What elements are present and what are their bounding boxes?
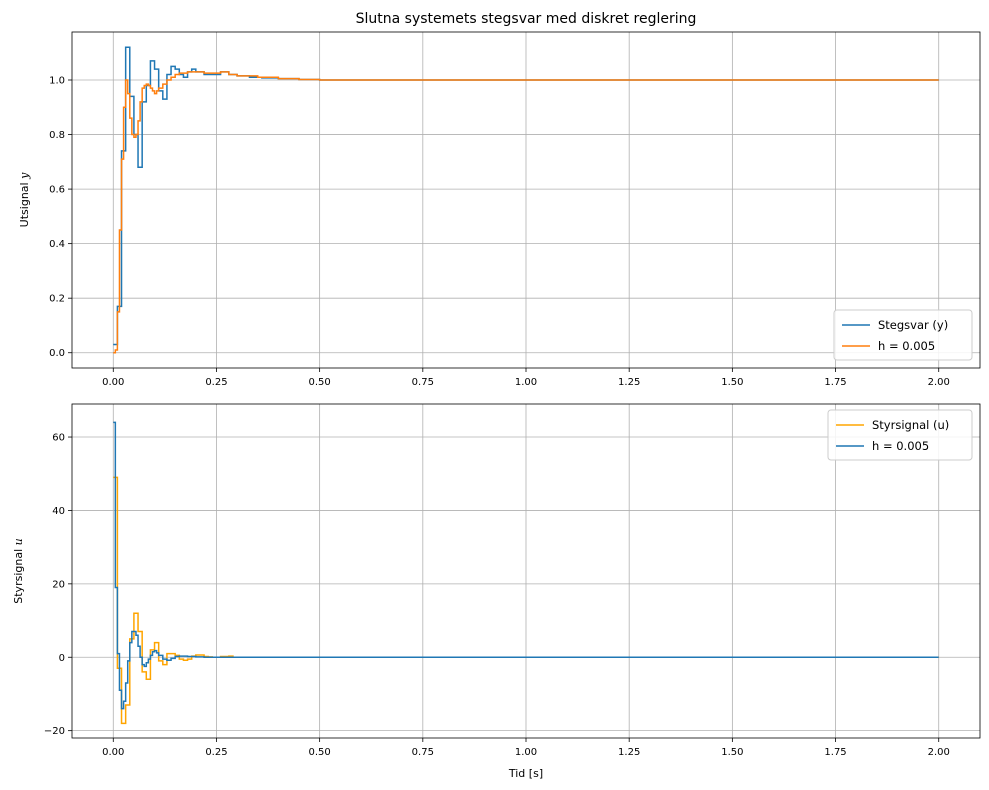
y-tick-label: 0.6	[49, 185, 65, 196]
y-tick-label: 60	[52, 433, 65, 444]
legend-box	[833, 309, 973, 361]
control-signal-plot: 0.00 0.25 0.50 0.75 1.00 1.25 1.50 1.75 2.00 −20 0…	[12, 403, 981, 780]
x-tick-label: 1.25	[618, 747, 640, 758]
series-group	[113, 421, 939, 725]
chart-title: Slutna systemets stegsvar med diskret re…	[356, 11, 697, 27]
step-response-plot: 0.00 0.25 0.50 0.75 1.00 1.25 1.50 1.75 2.00 0.0 0…	[18, 11, 981, 388]
y-tick-label: −20	[44, 726, 65, 737]
x-tick-label: 0.75	[412, 747, 434, 758]
legend: Styrsignal (u) h = 0.005	[827, 409, 973, 461]
y-tick-label: 20	[52, 579, 65, 590]
series-line-2	[113, 71, 939, 354]
legend-box	[827, 409, 973, 461]
x-tick-label: 1.25	[618, 377, 640, 388]
legend: Stegsvar (y) h = 0.005	[833, 309, 973, 361]
x-tick-label: 0.00	[102, 377, 124, 388]
legend-label: h = 0.005	[872, 439, 929, 453]
legend-label: Stegsvar (y)	[878, 318, 948, 332]
y-tick-label: 0.2	[49, 294, 65, 305]
legend-label: Styrsignal (u)	[872, 418, 949, 432]
x-tick-label: 1.50	[721, 377, 743, 388]
y-tick-label: 0.4	[49, 239, 65, 250]
x-tick-label: 1.00	[515, 377, 537, 388]
y-axis-label: Utsignal y	[18, 172, 31, 227]
x-axis-label: Tid [s]	[508, 767, 543, 780]
x-tick-label: 0.50	[309, 377, 331, 388]
x-tick-label: 2.00	[928, 377, 950, 388]
legend-label: h = 0.005	[878, 339, 935, 353]
x-tick-label: 0.00	[102, 747, 124, 758]
x-tick-label: 0.25	[205, 377, 227, 388]
y-axis-label: Styrsignal u	[12, 538, 25, 603]
x-tick-label: 1.75	[824, 377, 846, 388]
x-tick-label: 1.50	[721, 747, 743, 758]
y-tick-label: 0	[59, 653, 65, 664]
x-tick-label: 0.50	[309, 747, 331, 758]
x-tick-label: 1.00	[515, 747, 537, 758]
y-tick-label: 0.0	[49, 348, 65, 359]
x-tick-label: 2.00	[928, 747, 950, 758]
x-tick-label: 0.75	[412, 377, 434, 388]
x-tick-label: 0.25	[205, 747, 227, 758]
x-tick-label: 1.75	[824, 747, 846, 758]
series-group	[113, 46, 939, 354]
series-line-2	[113, 421, 939, 710]
y-tick-label: 40	[52, 506, 65, 517]
y-tick-label: 0.8	[49, 130, 65, 141]
y-tick-label: 1.0	[49, 76, 65, 87]
